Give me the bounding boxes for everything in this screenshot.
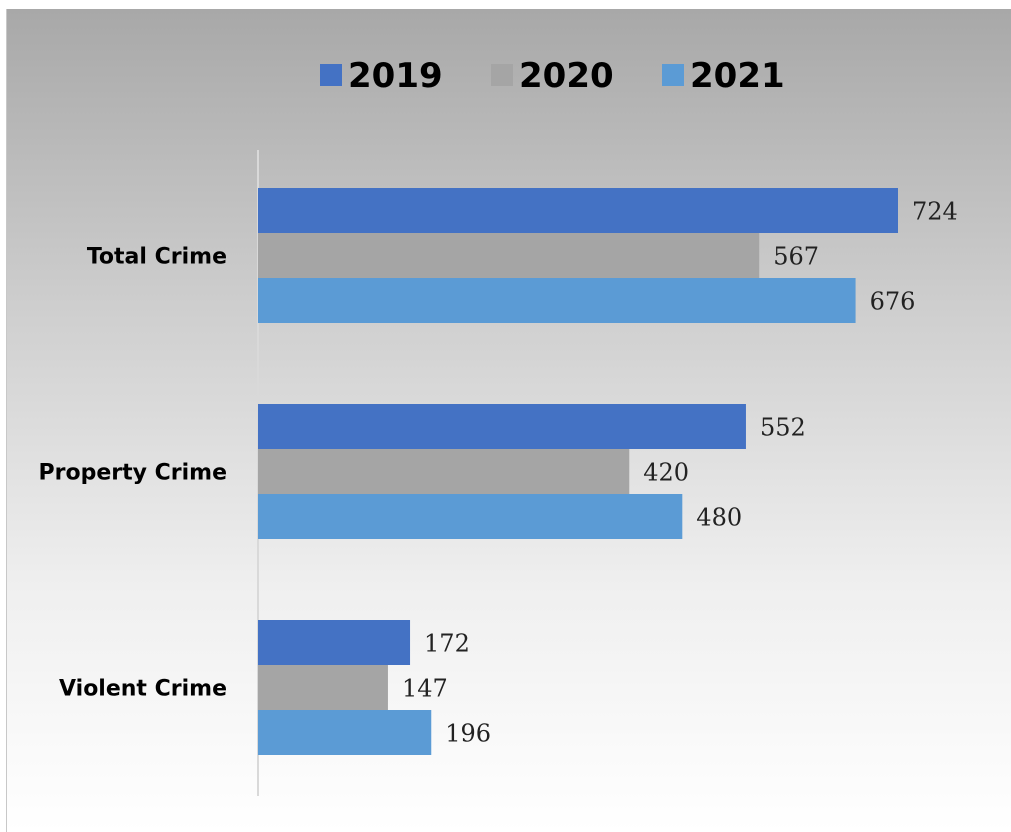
- data-label-2019-violent-crime: 172: [424, 630, 470, 658]
- bar-2021-property-crime: [258, 494, 683, 539]
- data-label-2019-total-crime: 724: [912, 198, 958, 226]
- bar-2020-violent-crime: [258, 665, 388, 710]
- legend-label-2019: 2019: [348, 56, 443, 96]
- data-label-2019-property-crime: 552: [760, 414, 806, 442]
- bar-2019-property-crime: [258, 404, 746, 449]
- category-labels: Total Crime Property Crime Violent Crime: [38, 245, 227, 702]
- category-label-property-crime: Property Crime: [38, 461, 227, 486]
- data-label-2020-violent-crime: 147: [402, 675, 448, 703]
- bar-2020-property-crime: [258, 449, 630, 494]
- legend-swatch-2021: [662, 64, 684, 86]
- data-label-2021-total-crime: 676: [870, 288, 916, 316]
- legend-swatch-2019: [320, 64, 342, 86]
- legend-swatch-2020: [491, 64, 513, 86]
- legend-label-2020: 2020: [519, 56, 614, 96]
- bar-2021-total-crime: [258, 278, 856, 323]
- data-label-2021-violent-crime: 196: [445, 720, 491, 748]
- data-label-2020-property-crime: 420: [643, 459, 689, 487]
- legend-label-2021: 2021: [690, 56, 785, 96]
- category-label-violent-crime: Violent Crime: [59, 677, 227, 702]
- bar-2019-violent-crime: [258, 620, 411, 665]
- category-label-total-crime: Total Crime: [87, 245, 227, 270]
- data-label-2020-total-crime: 567: [773, 243, 819, 271]
- legend: 2019 2020 2021: [320, 56, 785, 96]
- bar-2021-violent-crime: [258, 710, 432, 755]
- data-label-2021-property-crime: 480: [696, 504, 742, 532]
- bar-2020-total-crime: [258, 233, 760, 278]
- bar-2019-total-crime: [258, 188, 898, 233]
